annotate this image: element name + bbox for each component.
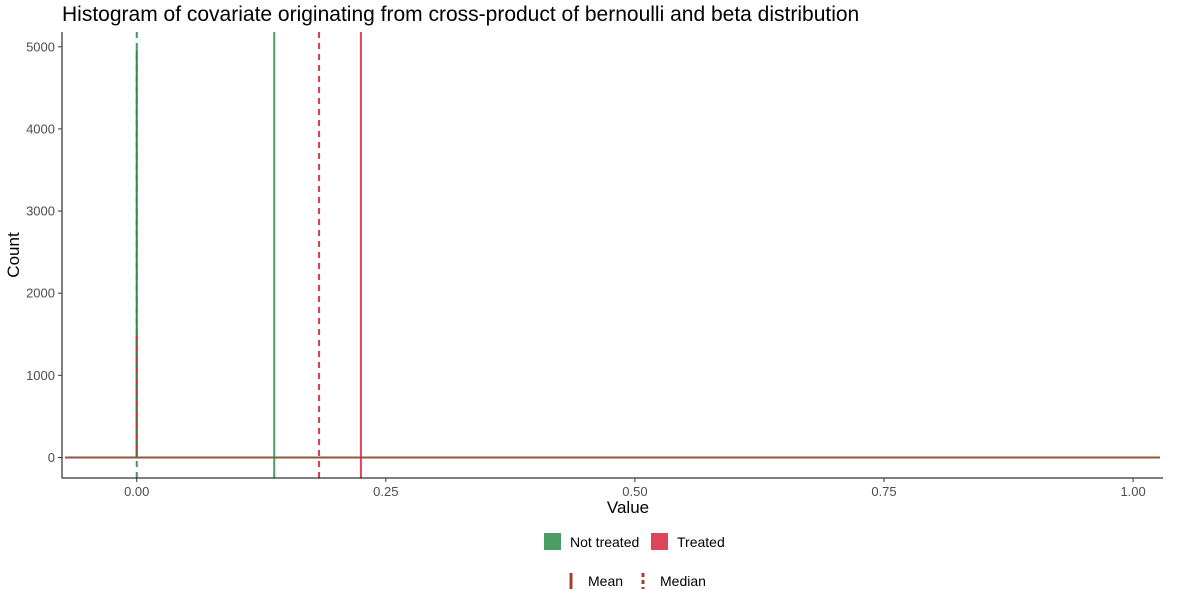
axes: 0 1000 2000 3000 4000 5000 0.00 0.25 0.50 0.75 1.0… <box>26 32 1163 499</box>
y-tick-label: 5000 <box>26 39 55 54</box>
y-axis-title: Count <box>4 232 23 278</box>
y-tick-label: 4000 <box>26 121 55 136</box>
legend-label: Median <box>660 573 706 589</box>
legend-label: Mean <box>588 573 623 589</box>
y-tick-label: 1000 <box>26 368 55 383</box>
x-axis-title: Value <box>607 498 649 517</box>
legend-linetype: Mean Median <box>569 573 706 589</box>
x-tick-label: 0.00 <box>124 484 149 499</box>
x-tick-label: 0.75 <box>871 484 896 499</box>
plot-area <box>64 32 1161 478</box>
y-tick-label: 3000 <box>26 204 55 219</box>
x-tick-label: 0.25 <box>373 484 398 499</box>
x-tick-label: 0.50 <box>622 484 647 499</box>
y-tick-label: 2000 <box>26 286 55 301</box>
legend-swatch <box>544 533 561 550</box>
legend-swatch <box>651 533 668 550</box>
legend-label: Not treated <box>570 534 639 550</box>
legend-label: Treated <box>677 534 725 550</box>
chart-title: Histogram of covariate originating from … <box>62 3 860 26</box>
x-tick-label: 1.00 <box>1120 484 1145 499</box>
y-tick-label: 0 <box>48 450 55 465</box>
legend-fill: Not treated Treated <box>544 533 725 550</box>
